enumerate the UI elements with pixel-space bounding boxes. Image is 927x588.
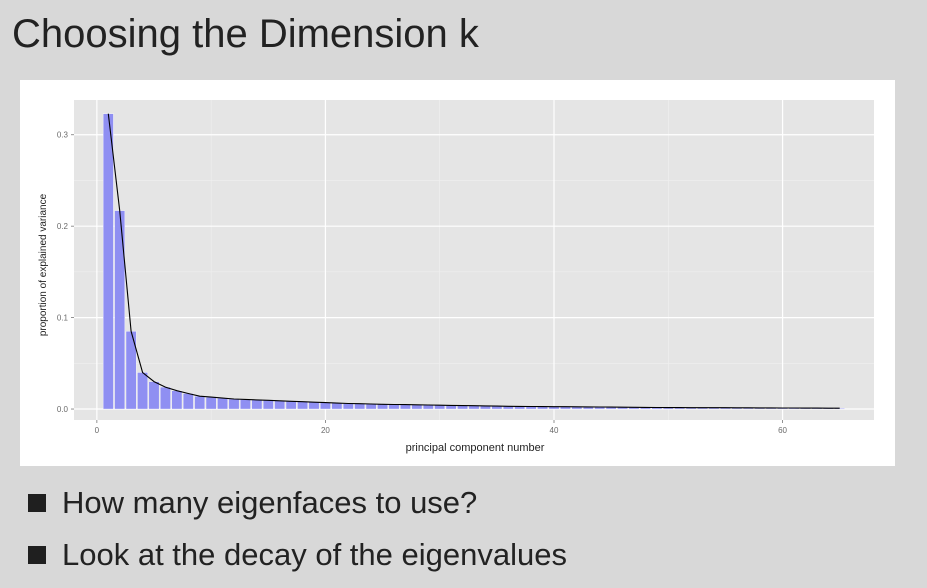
bar bbox=[114, 210, 126, 410]
bullet-item: Look at the decay of the eigenvalues bbox=[28, 536, 567, 574]
x-tick-label: 20 bbox=[321, 426, 330, 435]
bar bbox=[365, 403, 377, 410]
bar bbox=[388, 404, 400, 410]
bar bbox=[160, 386, 171, 410]
bar bbox=[251, 399, 263, 410]
bar bbox=[182, 393, 194, 410]
y-tick-label: 0.2 bbox=[57, 222, 69, 231]
y-axis-title: proportion of explained variance bbox=[38, 193, 49, 336]
y-tick-label: 0.0 bbox=[57, 405, 69, 414]
y-tick-label: 0.1 bbox=[57, 314, 69, 323]
x-tick-label: 0 bbox=[95, 426, 100, 435]
plot-panel bbox=[74, 100, 874, 420]
square-bullet-icon bbox=[28, 546, 46, 564]
bar bbox=[274, 400, 286, 410]
explained-variance-chart: 0.0 0.1 0.2 0.3 0 20 40 60 principal component… bbox=[38, 100, 874, 454]
x-tick-label: 60 bbox=[778, 426, 787, 435]
bar bbox=[308, 401, 320, 410]
bullet-item: How many eigenfaces to use? bbox=[28, 484, 567, 522]
bar bbox=[240, 399, 251, 410]
bar bbox=[171, 390, 183, 410]
bar bbox=[194, 396, 206, 410]
bar bbox=[297, 401, 308, 410]
y-tick-label: 0.3 bbox=[57, 131, 69, 140]
bar bbox=[377, 404, 388, 410]
x-axis-ticks: 0 20 40 60 bbox=[95, 420, 788, 435]
minor-gridlines bbox=[74, 100, 874, 420]
chart-figure: 0.0 0.1 0.2 0.3 0 20 40 60 principal component… bbox=[20, 80, 895, 466]
bar bbox=[148, 381, 160, 410]
bar bbox=[400, 404, 411, 410]
bullet-text: How many eigenfaces to use? bbox=[62, 485, 478, 520]
bar bbox=[320, 402, 331, 410]
x-tick-label: 40 bbox=[550, 426, 559, 435]
bar bbox=[285, 401, 297, 410]
bar bbox=[354, 403, 366, 410]
x-axis-title: principal component number bbox=[406, 442, 545, 454]
variance-line bbox=[107, 113, 840, 409]
bar bbox=[217, 397, 228, 410]
bar bbox=[342, 403, 354, 410]
slide-title: Choosing the Dimension k bbox=[12, 12, 479, 56]
bar bbox=[102, 113, 114, 410]
bar bbox=[228, 398, 240, 410]
bullet-list: How many eigenfaces to use? Look at the … bbox=[28, 484, 567, 588]
square-bullet-icon bbox=[28, 494, 46, 512]
bar bbox=[411, 404, 423, 410]
bar bbox=[331, 402, 343, 410]
bar bbox=[262, 400, 274, 410]
bar bbox=[137, 372, 148, 410]
bar bbox=[205, 396, 217, 410]
y-axis-ticks: 0.0 0.1 0.2 0.3 bbox=[57, 131, 74, 414]
bullet-text: Look at the decay of the eigenvalues bbox=[62, 537, 567, 572]
